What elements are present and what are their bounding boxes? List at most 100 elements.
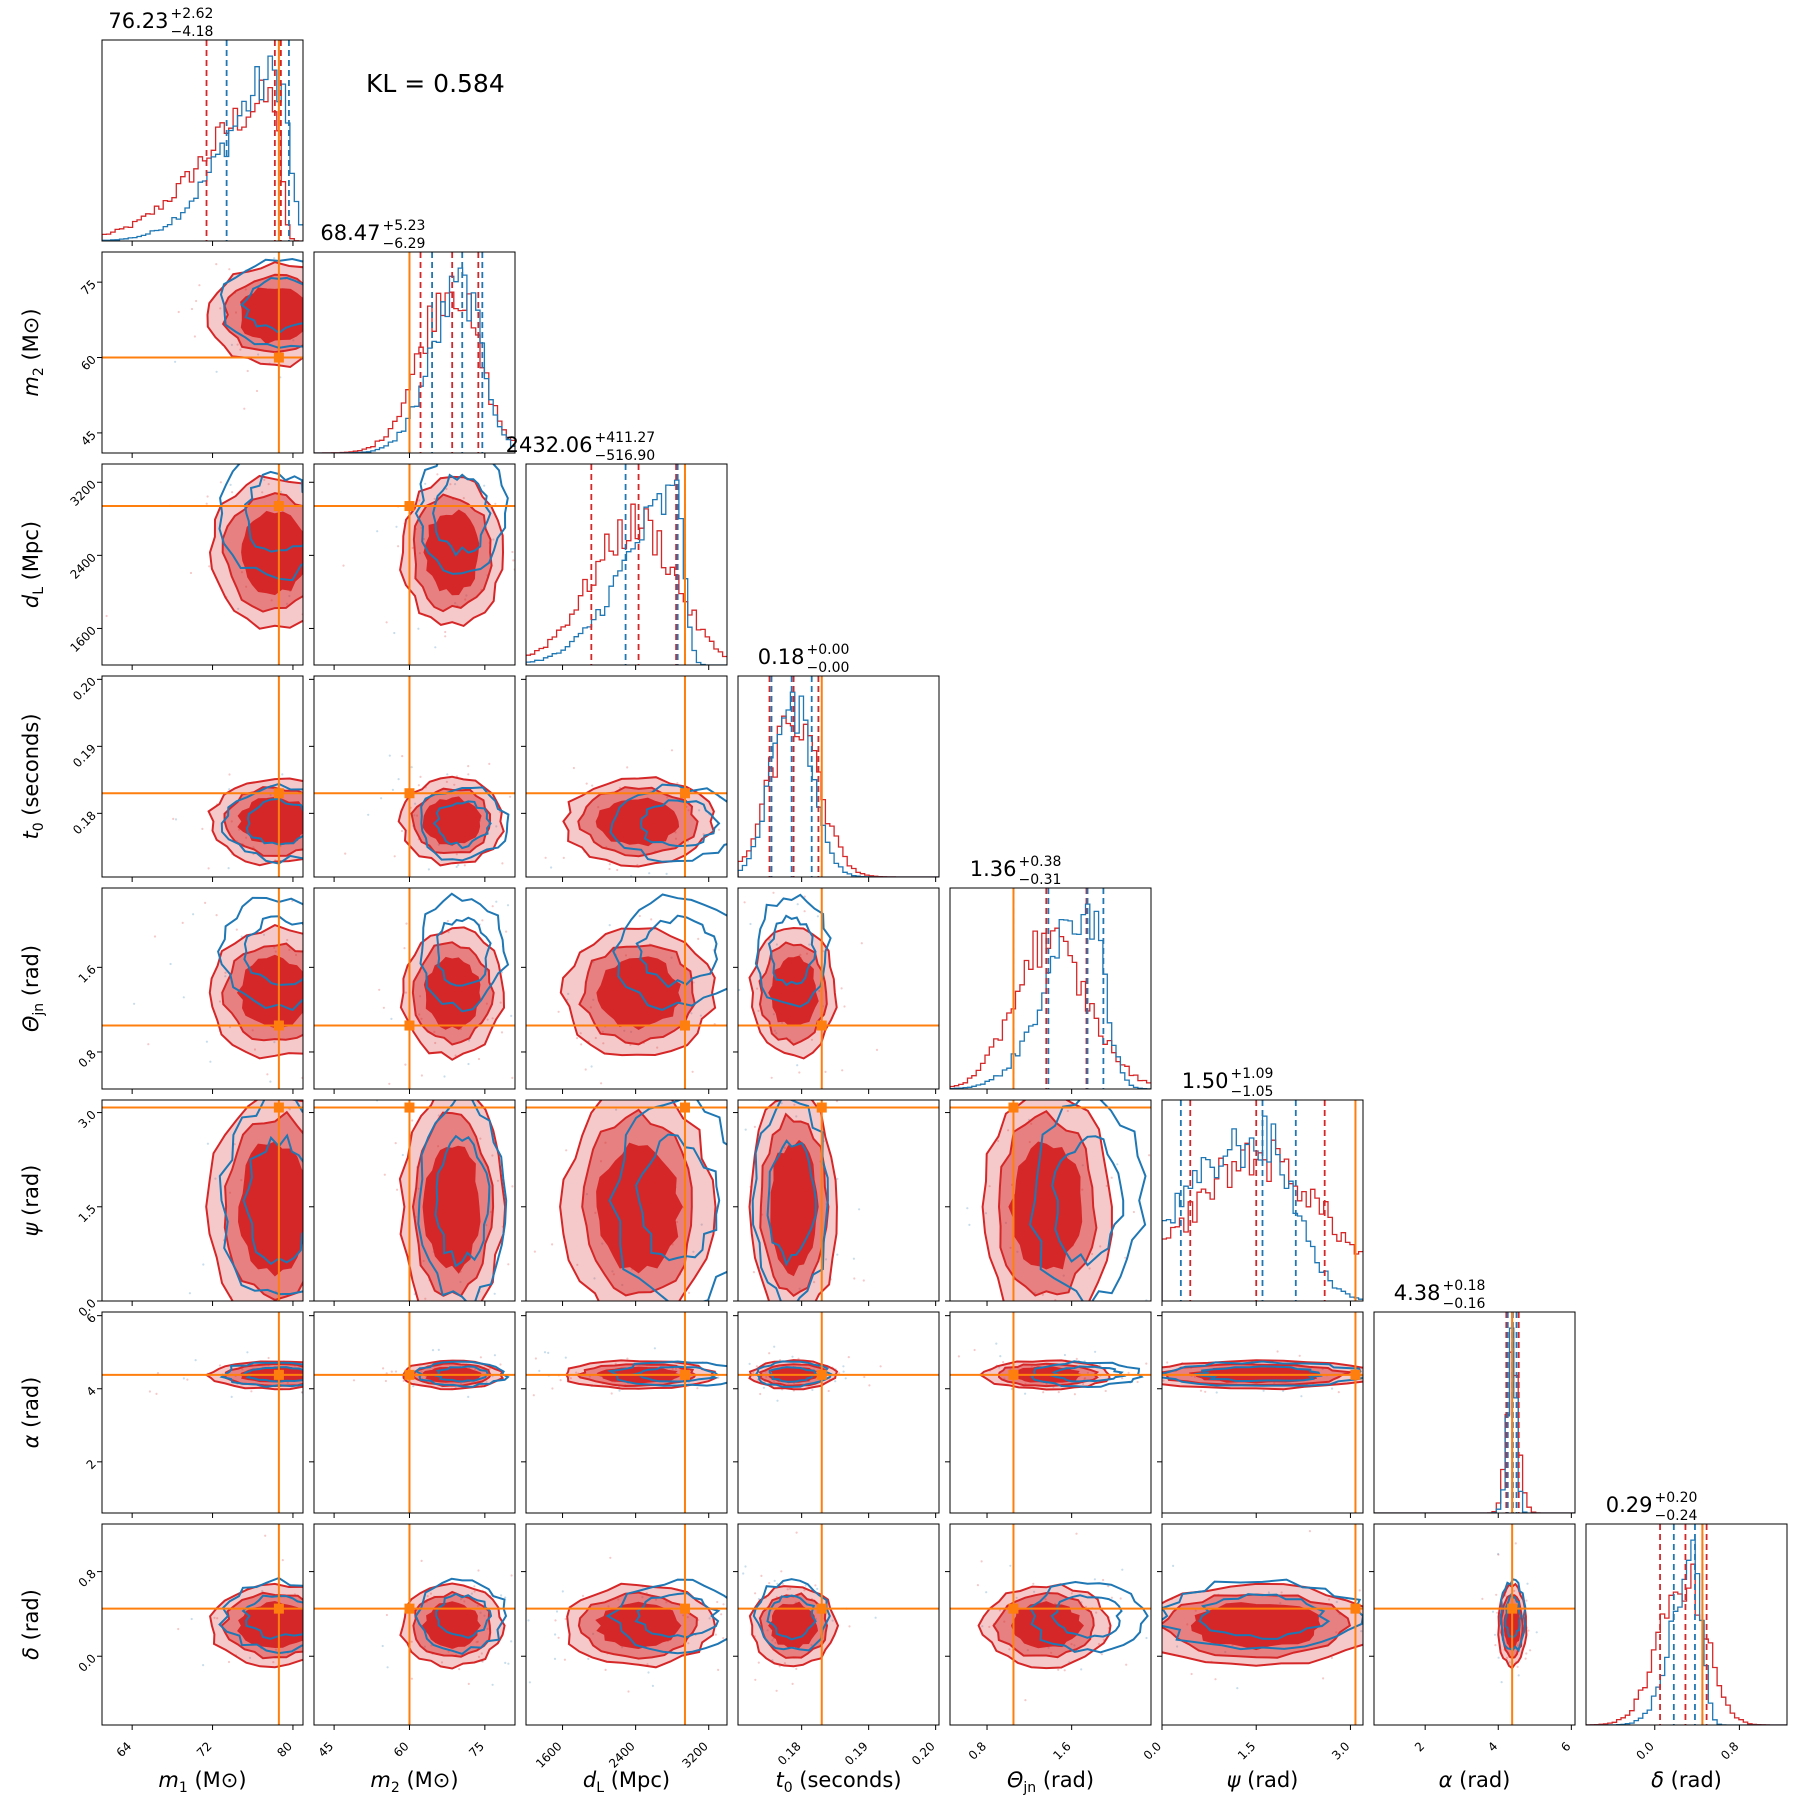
y-tick-label: 45 <box>78 428 99 449</box>
scatter-point <box>339 1003 341 1005</box>
y-axis-label-m2: m2 (M⊙) <box>19 308 47 396</box>
scatter-point <box>420 1074 423 1077</box>
axis-subscript: jn <box>1022 1780 1036 1796</box>
scatter-point <box>730 1290 732 1292</box>
scatter-point <box>1026 1649 1029 1652</box>
model-contour-outer <box>1162 1360 1363 1387</box>
scatter-point <box>795 1115 798 1118</box>
x-tick-label: 6 <box>1558 1739 1573 1754</box>
scatter-point <box>311 1280 313 1282</box>
scatter-point <box>404 991 408 994</box>
scatter-point <box>700 1349 702 1351</box>
scatter-point <box>501 862 504 865</box>
x-tick-label: 1600 <box>533 1739 564 1770</box>
scatter-point <box>492 538 495 541</box>
scatter-point <box>511 1076 514 1079</box>
cell-frame <box>525 1523 728 1726</box>
scatter-point <box>452 430 454 432</box>
scatter-point <box>320 1033 322 1035</box>
scatter-point <box>153 935 157 938</box>
scatter-point <box>388 754 391 757</box>
y-tick-label: 1600 <box>67 624 98 655</box>
scatter-point <box>1524 1657 1527 1660</box>
scatter-point <box>227 1660 231 1664</box>
model-contour-outer <box>608 1100 727 1301</box>
scatter-point <box>305 371 307 373</box>
scatter-point <box>1099 1245 1102 1248</box>
scatter-point <box>985 1591 988 1594</box>
scatter-point <box>1214 1678 1217 1681</box>
scatter-point <box>323 1377 325 1379</box>
scatter-point <box>1051 1076 1053 1078</box>
title-minus-m2: −6.29 <box>383 236 426 252</box>
scatter-point <box>575 1371 578 1374</box>
scatter-point <box>206 1142 209 1145</box>
scatter-point <box>1360 1630 1363 1633</box>
scatter-point <box>1015 1596 1018 1599</box>
scatter-point <box>615 1108 618 1111</box>
scatter-point <box>390 1370 393 1373</box>
truth-marker <box>273 1020 284 1031</box>
scatter-point <box>875 1048 879 1051</box>
cell-frame <box>737 1099 940 1302</box>
scatter-point <box>1107 1585 1110 1588</box>
y-tick-label: 6 <box>84 1311 99 1326</box>
scatter-point <box>788 1097 790 1099</box>
scatter-point <box>766 1629 769 1632</box>
scatter-point <box>1331 1387 1334 1390</box>
x-tick-label: 0.19 <box>842 1739 871 1768</box>
scatter-point <box>325 799 327 801</box>
scatter-point <box>1481 1597 1484 1600</box>
model-contour-inner <box>436 916 492 987</box>
scatter-point <box>367 813 370 816</box>
scatter-point <box>382 1006 385 1009</box>
scatter-point <box>664 1342 666 1344</box>
scatter-point <box>404 1063 407 1066</box>
scatter-point <box>730 787 732 789</box>
scatter-point <box>793 1351 795 1353</box>
y-tick-label: 0.0 <box>76 1651 99 1674</box>
scatter-point <box>1110 1596 1113 1599</box>
axis-unit: (rad) <box>1664 1768 1722 1792</box>
scatter-point <box>522 1228 524 1230</box>
histogram-title-alpha: 4.38 <box>1394 1281 1441 1305</box>
scatter-point <box>1100 1653 1103 1656</box>
title-plus-m1: +2.62 <box>171 6 214 22</box>
scatter-point <box>477 1655 481 1658</box>
model-contour-outer <box>612 893 727 1011</box>
reference-histogram <box>738 715 939 877</box>
scatter-point <box>1081 1164 1084 1167</box>
scatter-point <box>540 1010 542 1012</box>
scatter-point <box>544 856 547 859</box>
scatter-point <box>547 1351 550 1354</box>
scatter-point <box>1102 1578 1105 1582</box>
scatter-point <box>638 914 641 918</box>
scatter-point <box>814 1584 817 1587</box>
scatter-point <box>555 1610 559 1613</box>
scatter-point <box>626 766 629 769</box>
scatter-point <box>273 1041 276 1044</box>
scatter-point <box>686 1616 689 1619</box>
cell-frame <box>737 1311 940 1514</box>
scatter-point <box>308 857 310 859</box>
axis-unit: (rad) <box>19 1165 43 1223</box>
scatter-point <box>454 1054 457 1057</box>
scatter-point <box>202 1664 205 1667</box>
model-contour-inner <box>634 1592 721 1639</box>
scatter-dL-theta <box>526 888 727 1095</box>
scatter-point <box>1033 1590 1036 1593</box>
scatter-point <box>836 1253 839 1256</box>
scatter-point <box>690 1012 693 1015</box>
scatter-point <box>1127 1371 1130 1374</box>
scatter-point <box>684 1093 686 1095</box>
axis-unit: (rad) <box>1452 1768 1510 1792</box>
scatter-point <box>1493 1633 1497 1636</box>
scatter-m1-theta <box>102 888 341 1089</box>
scatter-point <box>665 872 668 876</box>
scatter-t0-alpha <box>738 1312 939 1513</box>
scatter-point <box>646 1663 649 1666</box>
scatter-point <box>493 1354 496 1357</box>
scatter-point <box>485 1002 488 1005</box>
title-plus-m2: +5.23 <box>383 218 426 234</box>
scatter-point <box>924 1072 926 1074</box>
